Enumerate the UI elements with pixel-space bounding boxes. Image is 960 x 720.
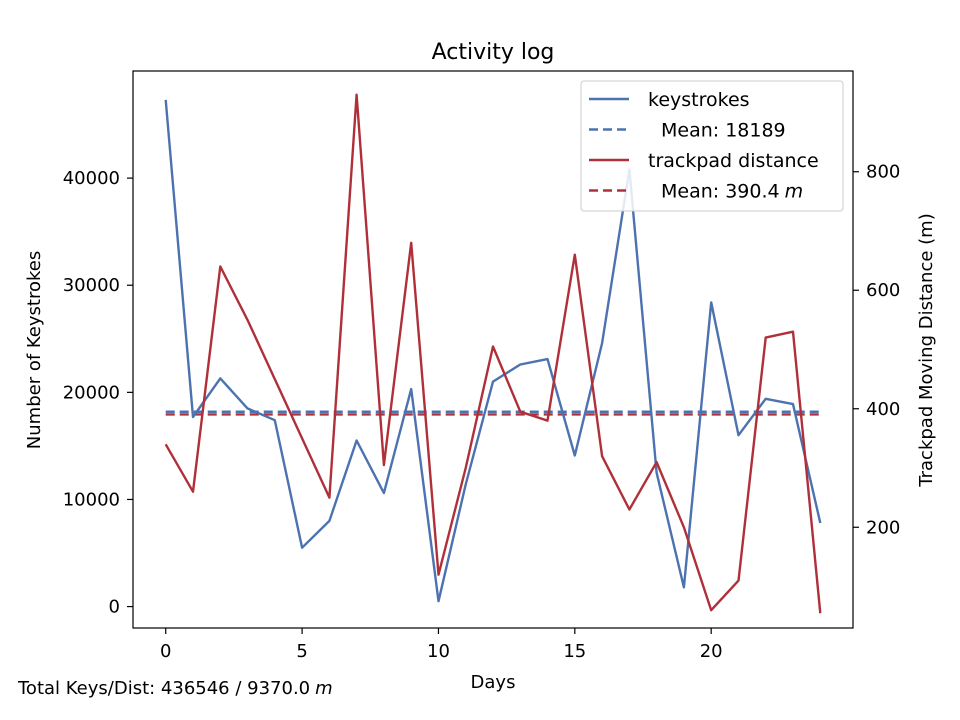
- x-axis-title: Days: [471, 672, 516, 693]
- plot-frame: [132, 70, 854, 629]
- y-right-tick-label: 600: [866, 280, 900, 301]
- x-tick-label: 5: [296, 641, 307, 662]
- y-axis-left-title: Number of Keystrokes: [24, 251, 45, 449]
- total-footer-unit: m: [315, 678, 333, 699]
- series-line-trackpad-distance: [164, 93, 822, 614]
- y-left-tick-label: 0: [109, 597, 120, 618]
- y-right-tick-label: 800: [866, 162, 900, 183]
- legend-mean-label-1: Mean: 390.4 m: [661, 181, 803, 203]
- x-tick-label: 0: [160, 641, 171, 662]
- total-footer-value: 436546 / 9370.0: [161, 678, 310, 699]
- y-left-tick-label: 40000: [63, 168, 120, 189]
- y-axis-right-title: Trackpad Moving Distance (m): [916, 213, 937, 487]
- x-tick-label: 10: [427, 641, 450, 662]
- y-right-tick-label: 200: [866, 517, 900, 538]
- y-left-tick-label: 10000: [63, 489, 120, 510]
- chart-title: Activity log: [432, 40, 555, 65]
- x-tick-label: 20: [700, 641, 723, 662]
- y-right-tick-label: 400: [866, 399, 900, 420]
- series-line-keystrokes: [164, 99, 822, 603]
- x-tick-label: 15: [563, 641, 586, 662]
- legend-mean-label-0: Mean: 18189: [661, 120, 786, 142]
- y-left-tick-label: 20000: [63, 382, 120, 403]
- legend-label-0: keystrokes: [648, 89, 750, 111]
- legend-box: [580, 80, 844, 212]
- legend-label-1: trackpad distance: [648, 150, 819, 172]
- legend: keystrokes Mean: 18189 trackpad distance Me…: [580, 80, 844, 212]
- total-footer: Total Keys/Dist: 436546 / 9370.0 m: [17, 678, 333, 699]
- total-footer-label: Total Keys/Dist:: [17, 678, 161, 699]
- y-left-tick-label: 30000: [63, 275, 120, 296]
